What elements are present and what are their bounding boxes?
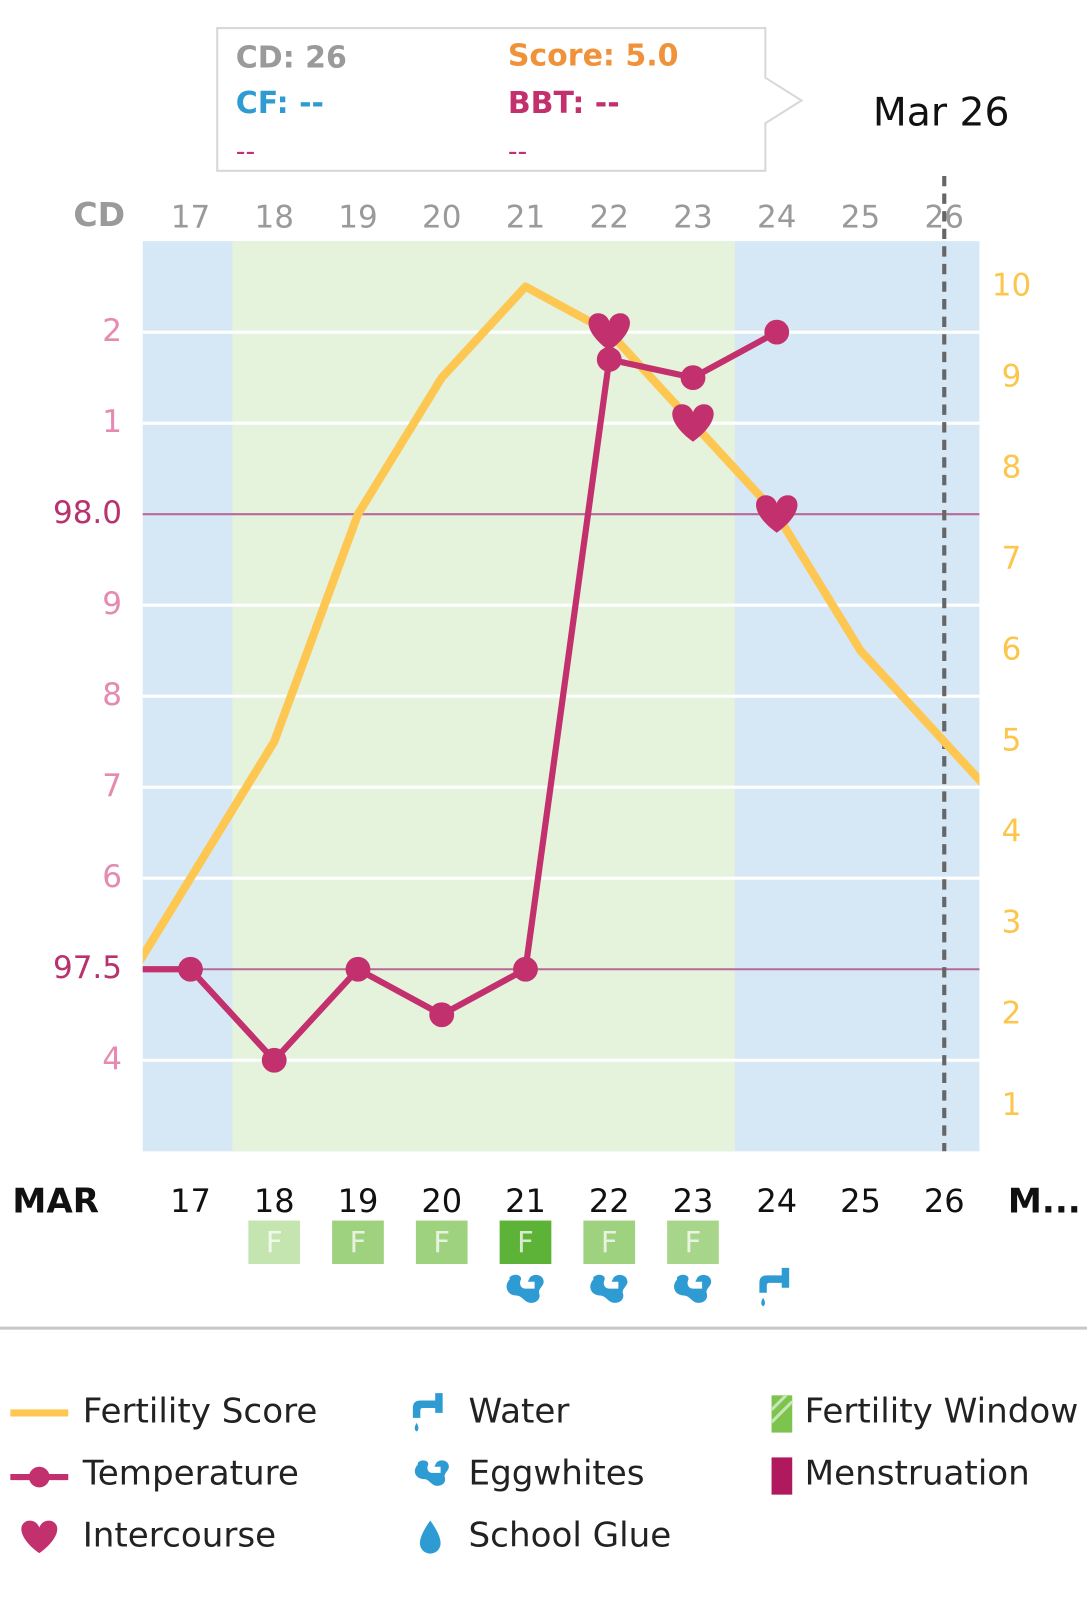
temperature-point [596,347,622,372]
x-tick-label: 18 [254,199,293,235]
fertility-day-label: F [517,1225,534,1259]
y-tick-label: 2 [102,313,122,349]
next-month-label: M... [1008,1181,1081,1221]
y2-tick-label: 3 [1002,905,1022,941]
tooltip-cd: CD: 26 [236,41,347,76]
date-label: 19 [338,1182,379,1220]
fertility-day-label: F [266,1225,283,1259]
intercourse-heart [756,495,798,533]
date-label: 22 [589,1182,630,1220]
y2-tick-label: 1 [1002,1087,1022,1123]
legend-swatch [771,1457,793,1495]
legend-label: School Glue [469,1516,672,1556]
date-label: 25 [840,1182,881,1220]
plot-area [142,282,980,1073]
legend-label: Eggwhites [469,1453,645,1493]
x-tick-label: 24 [757,199,796,235]
temperature-point [178,956,203,982]
tooltip-cf: CF: -- [236,86,324,121]
y2-tick-label: 2 [1002,996,1022,1032]
date-label: 23 [673,1182,714,1220]
tooltip: CD: 26 Score: 5.0 CF: -- BBT: -- -- -- [216,27,804,172]
intercourse-heart [588,313,630,351]
eggwhite-icon [674,1274,712,1303]
fertility-day-label: F [685,1225,702,1259]
y-tick-label: 98.0 [53,495,122,531]
legend-label: Fertility Window [805,1391,1079,1431]
fertility-day-box [248,1220,301,1265]
y2-tick-label: 6 [1002,632,1022,668]
y-tick-label: 97.5 [53,950,122,986]
fertility-day-box [499,1220,552,1265]
x-tick-label: 25 [841,199,880,235]
y2-tick-label: 10 [992,268,1031,304]
temperature-point [345,956,371,982]
date-label: 21 [505,1182,546,1220]
legend-swatch [412,1393,443,1432]
y-tick-label: 6 [102,859,122,895]
y-tick-label: 7 [102,768,122,804]
fertility-day-label: F [601,1225,618,1259]
x-tick-label: 23 [673,199,712,235]
fertility-day-label: F [350,1225,367,1259]
y-tick-label: 4 [102,1041,122,1077]
y2-tick-label: 4 [1002,814,1022,850]
date-label: 18 [254,1182,295,1220]
x-tick-label: 19 [338,199,377,235]
date-label: 24 [756,1182,797,1220]
eggwhite-icon [590,1274,628,1303]
fertility-day-box [667,1220,719,1265]
x-axis-label: CD [73,195,125,234]
x-tick-label: 17 [171,199,210,235]
y-tick-label: 8 [102,677,122,713]
x-tick-label: 20 [422,199,461,235]
y-tick-label: 1 [102,404,122,440]
temperature-point [261,1047,287,1073]
y2-tick-label: 9 [1002,359,1022,395]
legend-label: Intercourse [83,1516,276,1556]
tooltip-score: Score: 5.0 [508,39,679,74]
intercourse-heart [672,404,714,442]
temperature-point [429,1002,455,1028]
legend-swatch [28,1466,50,1488]
legend-label: Fertility Score [83,1391,318,1431]
temperature-point [680,365,706,391]
fertility-day-label: F [433,1225,450,1259]
fertility-day-box [332,1220,384,1265]
series-line [142,282,980,964]
legend-swatch [419,1520,441,1554]
tooltip-bbt: BBT: -- [508,86,620,121]
selected-date: Mar 26 [873,90,1010,135]
legend-label: Menstruation [805,1453,1030,1493]
temperature-point [764,319,790,345]
x-tick-label: 22 [590,199,629,235]
fertility-day-box [415,1220,468,1265]
y2-tick-label: 7 [1002,541,1022,577]
water-icon [759,1267,790,1307]
legend-label: Water [469,1391,571,1431]
temperature-point [513,956,538,982]
legend-swatch [770,1394,794,1424]
y-tick-label: 9 [102,586,122,622]
date-label: 17 [170,1182,211,1220]
y2-tick-label: 8 [1002,450,1022,486]
tooltip-box [216,27,804,172]
x-tick-label: 21 [506,199,545,235]
legend-swatch [414,1460,449,1486]
tooltip-note: -- [236,137,255,168]
legend-swatch [21,1520,58,1554]
date-label: 20 [421,1182,462,1220]
month-label: MAR [12,1181,99,1221]
fertility-day-box [583,1220,636,1265]
date-label: 26 [924,1182,965,1220]
legend-label: Temperature [82,1453,299,1493]
eggwhite-icon [506,1274,544,1303]
y2-tick-label: 5 [1002,723,1022,759]
tooltip-note: -- [508,137,527,168]
